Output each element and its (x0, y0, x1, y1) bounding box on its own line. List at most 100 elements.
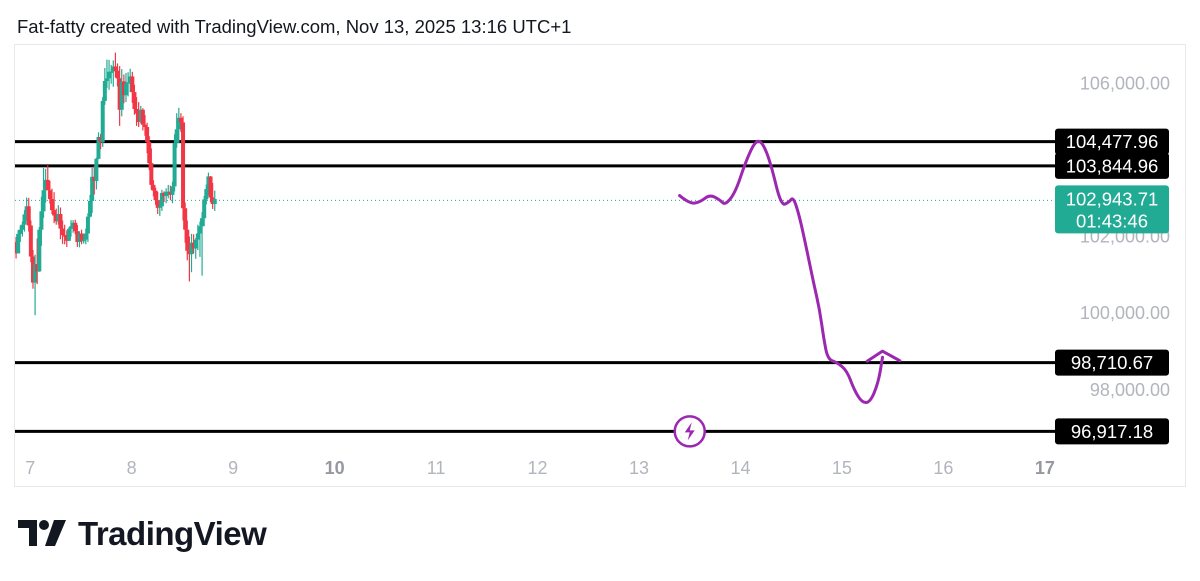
candle-body (138, 109, 143, 123)
candle-body (155, 200, 160, 208)
candle-body (47, 190, 52, 200)
candle-body (52, 210, 57, 216)
candle-body (202, 199, 207, 219)
candle-body (39, 211, 44, 230)
tradingview-brand: TradingView (18, 514, 267, 554)
candle-body (79, 233, 84, 242)
date-tick-label: 9 (228, 458, 238, 478)
candle-body (134, 108, 139, 114)
candle-body (45, 179, 50, 191)
candle-body (22, 214, 27, 225)
date-tick-label: 13 (629, 458, 649, 478)
candle-body (58, 213, 63, 229)
level-price-label: 96,917.18 (1071, 421, 1153, 442)
candle-body (208, 176, 213, 198)
candle-body (37, 229, 42, 272)
level-price-badge (1055, 349, 1169, 376)
candle-body (189, 242, 194, 255)
candle-body (113, 66, 118, 71)
candle-body (77, 233, 82, 242)
bar-countdown-label: 01:43:46 (1076, 210, 1148, 231)
candle-body (200, 218, 205, 227)
event-marker[interactable] (673, 415, 706, 448)
candle-body (147, 141, 152, 164)
candle-body (49, 199, 54, 211)
candle-body (28, 225, 33, 257)
candle-body (128, 76, 133, 83)
date-tick-label: 16 (933, 458, 953, 478)
current-price-label: 102,943.71 (1066, 188, 1159, 209)
level-price-badge (1055, 418, 1169, 445)
tradingview-logo-icon (18, 520, 66, 546)
candle-body (172, 142, 177, 187)
level-price-badge (1055, 128, 1169, 155)
candle-body (98, 136, 103, 143)
candle-body (166, 191, 171, 194)
candle-body (151, 184, 156, 191)
candle-body (96, 136, 101, 159)
candle-body (35, 264, 40, 272)
candle-body (102, 81, 107, 101)
candle-body (85, 216, 90, 234)
candle-body (117, 78, 122, 110)
candle-body (56, 213, 61, 222)
candle-body (43, 179, 48, 191)
candlestick-series (15, 52, 217, 316)
candle-body (115, 70, 120, 79)
candle-body (210, 197, 215, 205)
candle-body (157, 206, 162, 208)
candle-body (90, 176, 95, 201)
projection-arrowhead[interactable] (865, 349, 902, 363)
candle-body (212, 199, 217, 205)
candle-body (197, 226, 202, 234)
candle-body (204, 189, 209, 200)
horizontal-levels[interactable] (15, 140, 1055, 433)
price-chart[interactable]: 106,000.00102,000.00100,000.0098,000.00 … (15, 45, 1187, 488)
projection-path[interactable] (678, 139, 885, 405)
candle-body (164, 191, 169, 196)
candle-body (54, 215, 59, 222)
candle-body (159, 192, 164, 207)
date-tick-label: 15 (832, 458, 852, 478)
chart-caption: Fat-fatty created with TradingView.com, … (17, 16, 572, 37)
candle-body (191, 242, 196, 249)
candle-body (66, 228, 71, 241)
level-price-label: 98,710.67 (1071, 352, 1153, 373)
date-tick-label: 7 (25, 458, 35, 478)
candle-body (75, 231, 80, 242)
lightning-icon[interactable] (684, 422, 695, 441)
date-tick-label: 8 (127, 458, 137, 478)
candle-body (178, 117, 183, 123)
brand-name: TradingView (78, 515, 267, 552)
candle-body (94, 158, 99, 182)
level-price-label: 104,477.96 (1066, 131, 1159, 152)
date-tick-label: 17 (1035, 458, 1055, 478)
candle-body (104, 78, 109, 82)
projection-drawing[interactable] (678, 139, 902, 405)
candle-body (24, 206, 29, 215)
candle-body (73, 222, 78, 232)
candle-body (145, 127, 150, 142)
candle-body (123, 83, 128, 96)
candle-body (16, 233, 21, 254)
candle-body (162, 192, 167, 196)
candle-body (126, 82, 131, 84)
candle-body (64, 235, 69, 241)
price-tick-label: 98,000.00 (1090, 380, 1170, 400)
candle-body (153, 190, 158, 201)
candle-body (71, 222, 76, 227)
level-price-label: 103,844.96 (1066, 155, 1159, 176)
candle-body (60, 228, 65, 236)
date-tick-label: 10 (325, 458, 345, 478)
candle-body (62, 235, 67, 237)
candle-body (149, 163, 154, 185)
candle-body (195, 233, 200, 240)
candle-body (100, 100, 105, 143)
candle-body (170, 186, 175, 195)
candle-body (136, 113, 141, 123)
level-price-badge (1055, 152, 1169, 179)
candle-body (18, 229, 23, 234)
candle-body (140, 109, 145, 125)
candle-body (33, 264, 38, 283)
candle-body (121, 81, 126, 96)
